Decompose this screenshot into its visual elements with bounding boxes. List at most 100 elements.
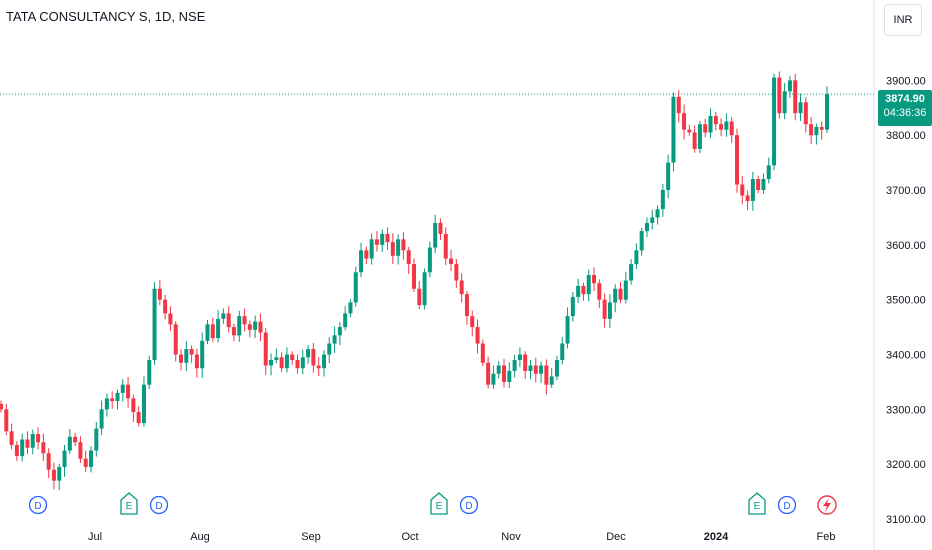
candle[interactable] (523, 351, 528, 379)
candle[interactable] (692, 125, 697, 153)
candle[interactable] (163, 294, 168, 320)
candle[interactable] (147, 355, 152, 390)
candle[interactable] (703, 118, 708, 138)
candle[interactable] (216, 310, 221, 343)
candle[interactable] (359, 242, 364, 278)
candle[interactable] (671, 92, 676, 172)
candle[interactable] (629, 259, 634, 285)
candle[interactable] (772, 73, 777, 171)
candle[interactable] (94, 421, 99, 457)
candle[interactable] (332, 326, 337, 353)
candle[interactable] (62, 445, 67, 477)
candle[interactable] (67, 429, 72, 454)
currency-button[interactable]: INR (884, 4, 922, 36)
candle[interactable] (798, 93, 803, 121)
candle[interactable] (618, 282, 623, 303)
candle[interactable] (327, 336, 332, 364)
candle[interactable] (777, 71, 782, 119)
candle[interactable] (194, 348, 199, 378)
candle[interactable] (443, 227, 448, 266)
candle[interactable] (607, 294, 612, 329)
candle[interactable] (592, 267, 597, 291)
candle[interactable] (417, 281, 422, 309)
candle[interactable] (449, 249, 454, 272)
candle[interactable] (549, 368, 554, 388)
candle[interactable] (825, 86, 829, 133)
candle[interactable] (210, 317, 215, 342)
candle[interactable] (517, 347, 522, 368)
candle[interactable] (644, 217, 649, 238)
candle[interactable] (51, 462, 56, 490)
candle[interactable] (364, 246, 369, 265)
candle[interactable] (306, 345, 311, 364)
candle[interactable] (427, 241, 432, 278)
candle[interactable] (422, 268, 427, 310)
candle[interactable] (269, 353, 274, 376)
candle[interactable] (104, 393, 109, 417)
y-axis[interactable]: 3100.00 3200.00 3300.00 3400.00 3500.00 3600.… (873, 0, 926, 550)
candle[interactable] (168, 306, 173, 331)
dividend-marker[interactable]: D (149, 495, 169, 515)
candle[interactable] (708, 108, 713, 138)
candle[interactable] (9, 423, 14, 450)
candle[interactable] (676, 90, 681, 123)
candle[interactable] (793, 73, 798, 121)
candle[interactable] (655, 205, 660, 225)
candle[interactable] (412, 258, 416, 292)
candle[interactable] (803, 97, 808, 133)
dividend-marker[interactable]: D (777, 495, 797, 515)
candle[interactable] (20, 433, 25, 462)
candle[interactable] (380, 229, 385, 252)
candle[interactable] (623, 271, 628, 304)
candle[interactable] (729, 117, 734, 143)
candle[interactable] (602, 293, 607, 328)
candle[interactable] (99, 400, 104, 436)
candle[interactable] (666, 154, 671, 199)
candles-group[interactable] (0, 71, 829, 490)
candle[interactable] (385, 227, 390, 250)
candle[interactable] (406, 247, 411, 274)
candle[interactable] (756, 175, 761, 194)
candle[interactable] (496, 361, 501, 379)
candle[interactable] (247, 320, 252, 338)
candle[interactable] (374, 231, 379, 252)
candle[interactable] (396, 234, 401, 265)
candle[interactable] (337, 322, 342, 346)
candle[interactable] (613, 284, 618, 313)
candle[interactable] (750, 171, 755, 211)
candle[interactable] (634, 243, 639, 269)
candle[interactable] (343, 306, 348, 331)
candle[interactable] (83, 450, 88, 472)
candle[interactable] (787, 75, 792, 98)
candle[interactable] (502, 358, 507, 388)
candle[interactable] (46, 448, 51, 478)
candle[interactable] (719, 118, 724, 137)
candle[interactable] (173, 321, 178, 362)
candle[interactable] (650, 209, 655, 230)
earnings-marker[interactable]: E (430, 492, 448, 515)
candle[interactable] (560, 336, 565, 365)
candle[interactable] (184, 341, 189, 371)
earnings-marker[interactable]: E (748, 492, 766, 515)
candle[interactable] (745, 190, 750, 211)
candle[interactable] (809, 117, 814, 144)
candle[interactable] (258, 313, 263, 342)
candle[interactable] (120, 379, 125, 402)
candle[interactable] (554, 355, 559, 381)
candle[interactable] (78, 436, 83, 464)
candle[interactable] (491, 365, 496, 390)
candle[interactable] (284, 347, 289, 373)
candle[interactable] (36, 427, 41, 450)
candle[interactable] (682, 104, 687, 140)
candle[interactable] (237, 310, 242, 342)
candle[interactable] (486, 356, 491, 389)
x-axis[interactable]: Jul Aug Sep Oct Nov Dec 2024 Feb (88, 531, 836, 543)
candle[interactable] (782, 83, 787, 120)
candle[interactable] (157, 279, 162, 306)
candle[interactable] (464, 290, 469, 325)
candle[interactable] (660, 183, 665, 217)
candle[interactable] (253, 315, 258, 339)
candle[interactable] (300, 349, 305, 375)
candle[interactable] (57, 463, 62, 490)
candle[interactable] (819, 121, 824, 140)
